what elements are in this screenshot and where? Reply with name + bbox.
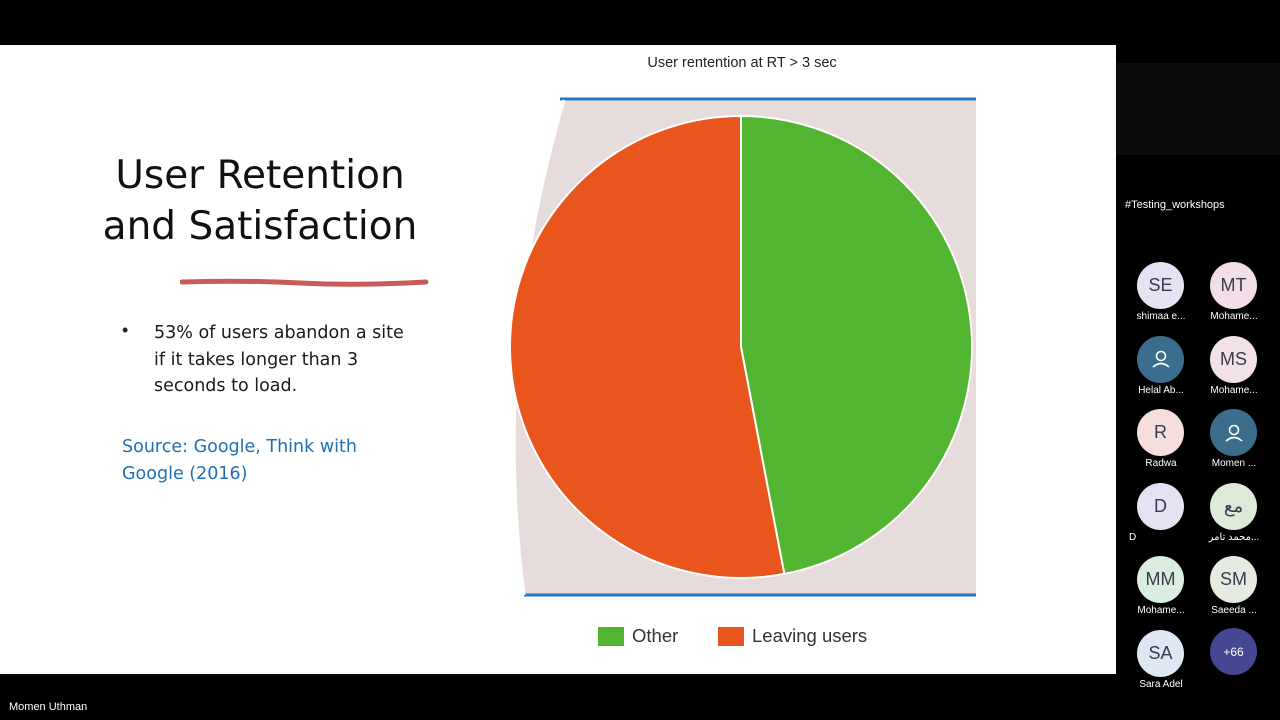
avatar: D — [1137, 482, 1184, 530]
avatar: SA — [1137, 629, 1184, 677]
person-icon — [1210, 409, 1257, 456]
participant-name: Mohame... — [1210, 311, 1258, 322]
legend-label-leaving-users: Leaving users — [752, 625, 868, 646]
participant-tile[interactable]: Helal Ab... — [1124, 335, 1198, 398]
participant-tile[interactable]: Momen ... — [1197, 409, 1271, 471]
avatar-initials: MT — [1220, 275, 1247, 295]
participant-name: Momen ... — [1211, 458, 1257, 469]
avatar-initials: D — [1154, 495, 1167, 516]
participant-tile[interactable]: SM Saeeda ... — [1197, 556, 1271, 618]
bullet-text: 53% of users abandon a site if it takes … — [154, 323, 404, 396]
presentation-slide: User Retention and Satisfaction • 53% of… — [0, 45, 1116, 674]
channel-name: #Testing_workshops — [1125, 199, 1225, 211]
legend-swatch-leaving-users — [718, 626, 744, 646]
participant-name: Saeeda ... — [1211, 605, 1257, 616]
participant-name: Helal Ab... — [1138, 384, 1184, 396]
participant-tile[interactable]: MM Mohame... — [1124, 556, 1198, 618]
participant-tile[interactable]: R Radwa — [1124, 409, 1198, 471]
legend-item-other: Other — [598, 625, 678, 647]
slide-title: User Retention and Satisfaction — [70, 150, 450, 252]
avatar-initials: SA — [1148, 642, 1173, 663]
participant-tile[interactable]: MS Mohame... — [1197, 335, 1271, 398]
participant-name: shimaa e... — [1136, 311, 1186, 322]
pie-slice-leaving-users — [509, 114, 786, 579]
avatar-initials: MM — [1145, 569, 1176, 589]
avatar-initials: SM — [1220, 569, 1247, 589]
slide-title-line-1: User Retention — [115, 153, 405, 198]
participant-tile[interactable]: SE shimaa e... — [1124, 262, 1198, 324]
legend-swatch-other — [598, 626, 624, 646]
avatar: MS — [1210, 335, 1257, 383]
participant-name: محمد تامر... — [1208, 531, 1260, 543]
source-citation: Source: Google, Think with Google (2016) — [122, 437, 357, 484]
participant-tile[interactable]: مع محمد تامر... — [1197, 482, 1271, 545]
participant-tile[interactable]: MT Mohame... — [1197, 262, 1271, 324]
participant-name: Sara Adel — [1139, 678, 1183, 690]
avatar: MT — [1210, 262, 1257, 309]
avatar: R — [1137, 409, 1184, 456]
bullet-list: • 53% of users abandon a site if it take… — [122, 320, 422, 400]
avatar-initials: SE — [1148, 275, 1173, 295]
pie-slices — [509, 114, 973, 579]
chart-title: User rentention at RT > 3 sec — [647, 55, 837, 71]
pie-chart — [509, 97, 976, 597]
avatar-initials: R — [1154, 422, 1167, 442]
bullet-dot: • — [122, 320, 129, 340]
participant-tile[interactable]: SA Sara Adel — [1124, 629, 1198, 692]
avatar: MM — [1137, 556, 1184, 603]
avatar-initials: MS — [1220, 348, 1247, 369]
avatar: مع — [1210, 482, 1257, 530]
presenter-name: Momen Uthman — [9, 701, 88, 713]
title-underline — [180, 278, 429, 287]
participant-name: Mohame... — [1137, 605, 1185, 616]
person-icon — [1137, 335, 1184, 383]
legend-item-leaving-users: Leaving users — [718, 625, 867, 647]
participant-name: D — [1129, 531, 1137, 543]
avatar: SM — [1210, 556, 1257, 603]
avatar-initials: مع — [1223, 495, 1244, 516]
legend-label-other: Other — [632, 625, 679, 646]
pie-slice-other — [740, 114, 973, 576]
participant-name: Radwa — [1145, 458, 1177, 469]
slide-title-line-2: and Satisfaction — [102, 204, 418, 249]
more-participants-button[interactable]: +66 — [1210, 628, 1257, 675]
participant-name: Mohame... — [1210, 384, 1258, 396]
self-video-tile[interactable] — [1116, 63, 1280, 155]
avatar: SE — [1137, 262, 1184, 309]
